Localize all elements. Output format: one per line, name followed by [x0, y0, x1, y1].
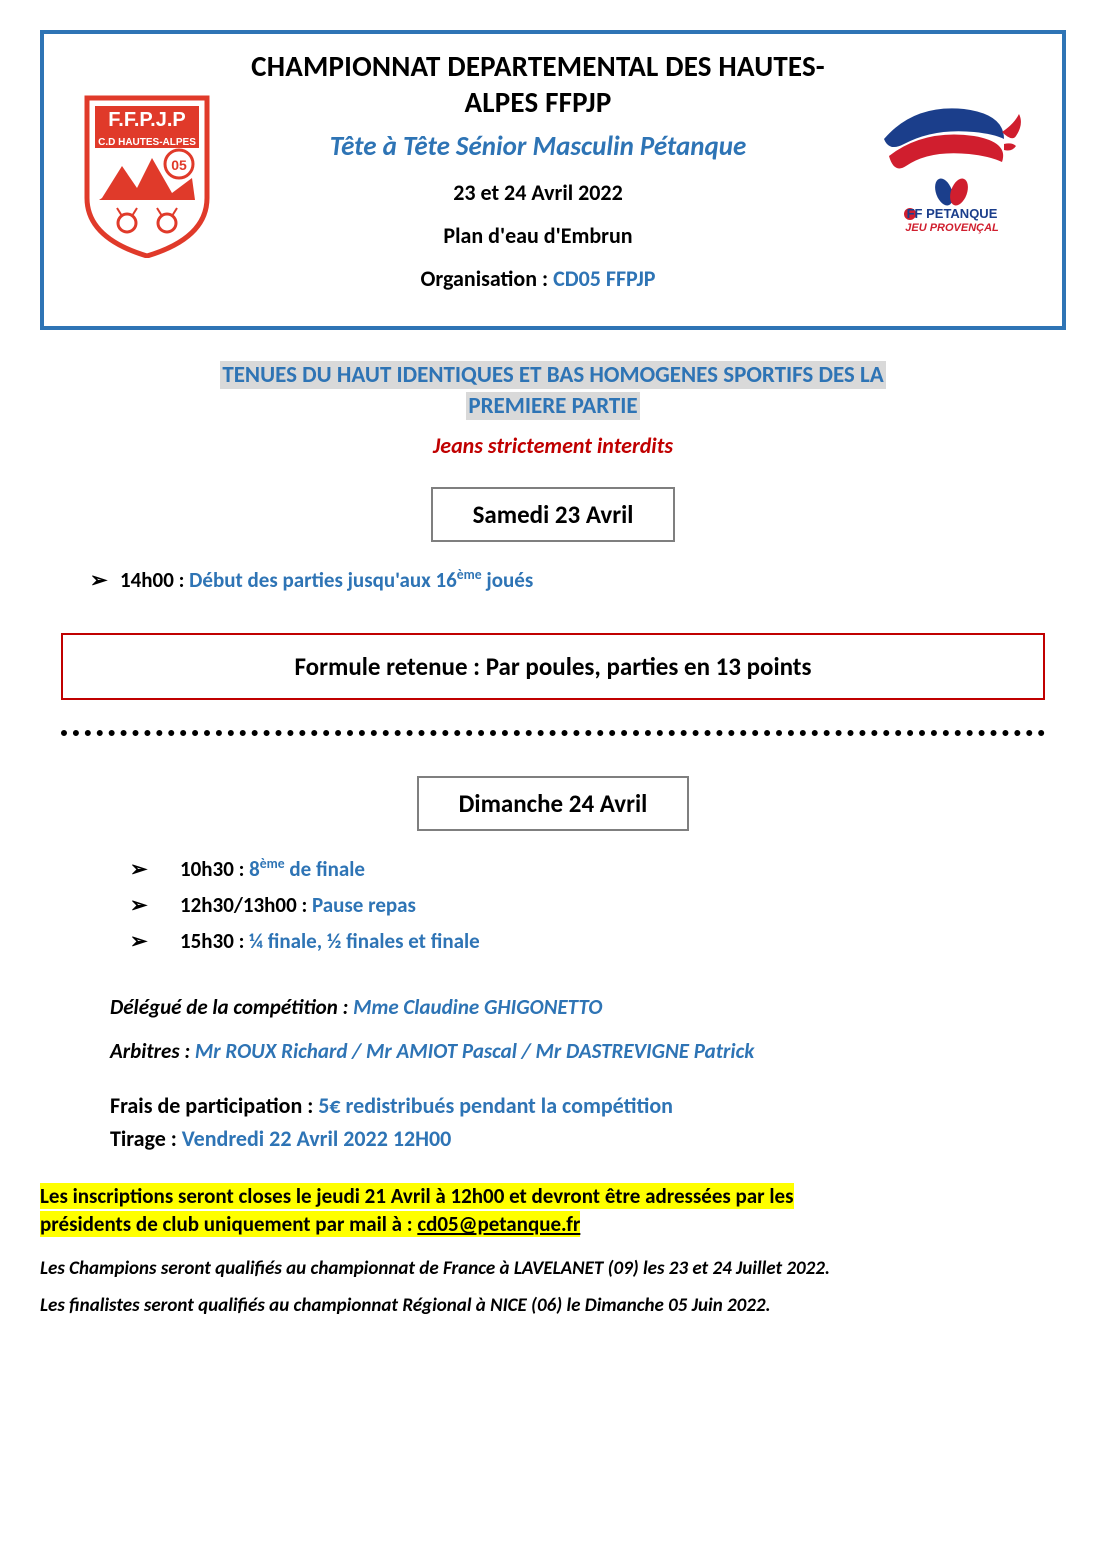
header-box: F.F.P.J.P C.D HAUTES-ALPES 05 CHAMPIONNA…: [40, 30, 1066, 330]
dotted-separator: [61, 730, 1046, 736]
sunday-item: ➢10h30 : 8ème de finale: [130, 855, 1066, 882]
draw-value: Vendredi 22 Avril 2022 12H00: [182, 1125, 452, 1152]
fees-block: Frais de participation : 5€ redistribués…: [110, 1092, 1066, 1152]
fee-value: 5€ redistribués pendant la compétition: [318, 1092, 673, 1119]
bullet-icon: ➢: [130, 857, 180, 882]
svg-text:FF PETANQUE: FF PETANQUE: [907, 206, 998, 221]
referee-value: Mr ROUX Richard / Mr AMIOT Pascal / Mr D…: [195, 1038, 754, 1064]
event-subtitle: Tête à Tête Sénior Masculin Pétanque: [242, 130, 834, 163]
svg-text:JEU PROVENÇAL: JEU PROVENÇAL: [905, 222, 999, 234]
logo-right: FF PETANQUE JEU PROVENÇAL: [844, 48, 1044, 244]
formula-box: Formule retenue : Par poules, parties en…: [61, 633, 1046, 700]
sunday-desc: 8ème de finale: [249, 856, 365, 882]
org-label: Organisation :: [421, 265, 554, 292]
time-label: 12h30/13h00 :: [180, 892, 312, 918]
sunday-desc: ¼ finale, ½ finales et finale: [249, 928, 480, 954]
bullet-icon: ➢: [130, 893, 180, 918]
dress-line2: PREMIERE PARTIE: [466, 392, 639, 420]
reg-text-a: Les inscriptions seront closes le jeudi …: [40, 1183, 794, 1209]
dress-code: TENUES DU HAUT IDENTIQUES ET BAS HOMOGEN…: [40, 360, 1066, 422]
referee-label: Arbitres :: [110, 1038, 195, 1064]
dress-line1: TENUES DU HAUT IDENTIQUES ET BAS HOMOGEN…: [220, 361, 885, 389]
sat-text-a: Début des parties jusqu'aux 16: [189, 567, 457, 593]
event-organisation: Organisation : CD05 FFPJP: [242, 265, 834, 292]
registration-deadline: Les inscriptions seront closes le jeudi …: [40, 1182, 1066, 1239]
delegate-label: Délégué de la compétition :: [110, 994, 353, 1020]
svg-text:F.F.P.J.P: F.F.P.J.P: [108, 109, 185, 131]
sat-sup: ème: [457, 566, 482, 583]
sunday-item: ➢12h30/13h00 : Pause repas: [130, 892, 1066, 918]
footnote-champions: Les Champions seront qualifiés au champi…: [40, 1257, 1066, 1280]
jeans-warning: Jeans strictement interdits: [40, 432, 1066, 459]
time-label: 10h30 :: [180, 856, 249, 882]
ffpjp-shield-icon: F.F.P.J.P C.D HAUTES-ALPES 05: [77, 88, 217, 258]
svg-text:C.D HAUTES-ALPES: C.D HAUTES-ALPES: [98, 137, 196, 148]
saturday-item: ➢ 14h00 : Début des parties jusqu'aux 16…: [90, 566, 1066, 593]
fee-line: Frais de participation : 5€ redistribués…: [110, 1092, 1066, 1119]
bullet-icon: ➢: [90, 568, 120, 593]
sunday-heading: Dimanche 24 Avril: [417, 776, 690, 831]
fee-label: Frais de participation :: [110, 1092, 318, 1119]
delegate-value: Mme Claudine GHIGONETTO: [353, 994, 602, 1020]
draw-line: Tirage : Vendredi 22 Avril 2022 12H00: [110, 1125, 1066, 1152]
sat-text-b: joués: [482, 567, 534, 593]
saturday-schedule: ➢ 14h00 : Début des parties jusqu'aux 16…: [90, 566, 1066, 593]
sunday-desc: Pause repas: [312, 892, 416, 918]
org-value: CD05 FFPJP: [553, 265, 655, 292]
main-title: CHAMPIONNAT DEPARTEMENTAL DES HAUTES-ALP…: [242, 48, 834, 120]
registration-email-link[interactable]: cd05@petanque.fr: [417, 1211, 580, 1237]
header-center: CHAMPIONNAT DEPARTEMENTAL DES HAUTES-ALP…: [242, 48, 834, 308]
draw-label: Tirage :: [110, 1125, 182, 1152]
sunday-schedule: ➢10h30 : 8ème de finale➢12h30/13h00 : Pa…: [130, 855, 1066, 954]
time-label: 14h00 :: [120, 567, 189, 593]
logo-left: F.F.P.J.P C.D HAUTES-ALPES 05: [62, 48, 232, 258]
bullet-icon: ➢: [130, 929, 180, 954]
event-venue: Plan d'eau d'Embrun: [242, 222, 834, 249]
footnote-finalists: Les finalistes seront qualifiés au champ…: [40, 1294, 1066, 1317]
ff-petanque-rooster-icon: FF PETANQUE JEU PROVENÇAL: [854, 84, 1034, 244]
svg-text:05: 05: [171, 157, 187, 173]
reg-text-b: présidents de club uniquement par mail à…: [40, 1211, 417, 1237]
saturday-heading: Samedi 23 Avril: [431, 487, 676, 542]
time-label: 15h30 :: [180, 928, 249, 954]
delegate-line: Délégué de la compétition : Mme Claudine…: [110, 994, 1066, 1020]
sunday-item: ➢15h30 : ¼ finale, ½ finales et finale: [130, 928, 1066, 954]
event-dates: 23 et 24 Avril 2022: [242, 179, 834, 206]
referee-line: Arbitres : Mr ROUX Richard / Mr AMIOT Pa…: [110, 1038, 1066, 1064]
